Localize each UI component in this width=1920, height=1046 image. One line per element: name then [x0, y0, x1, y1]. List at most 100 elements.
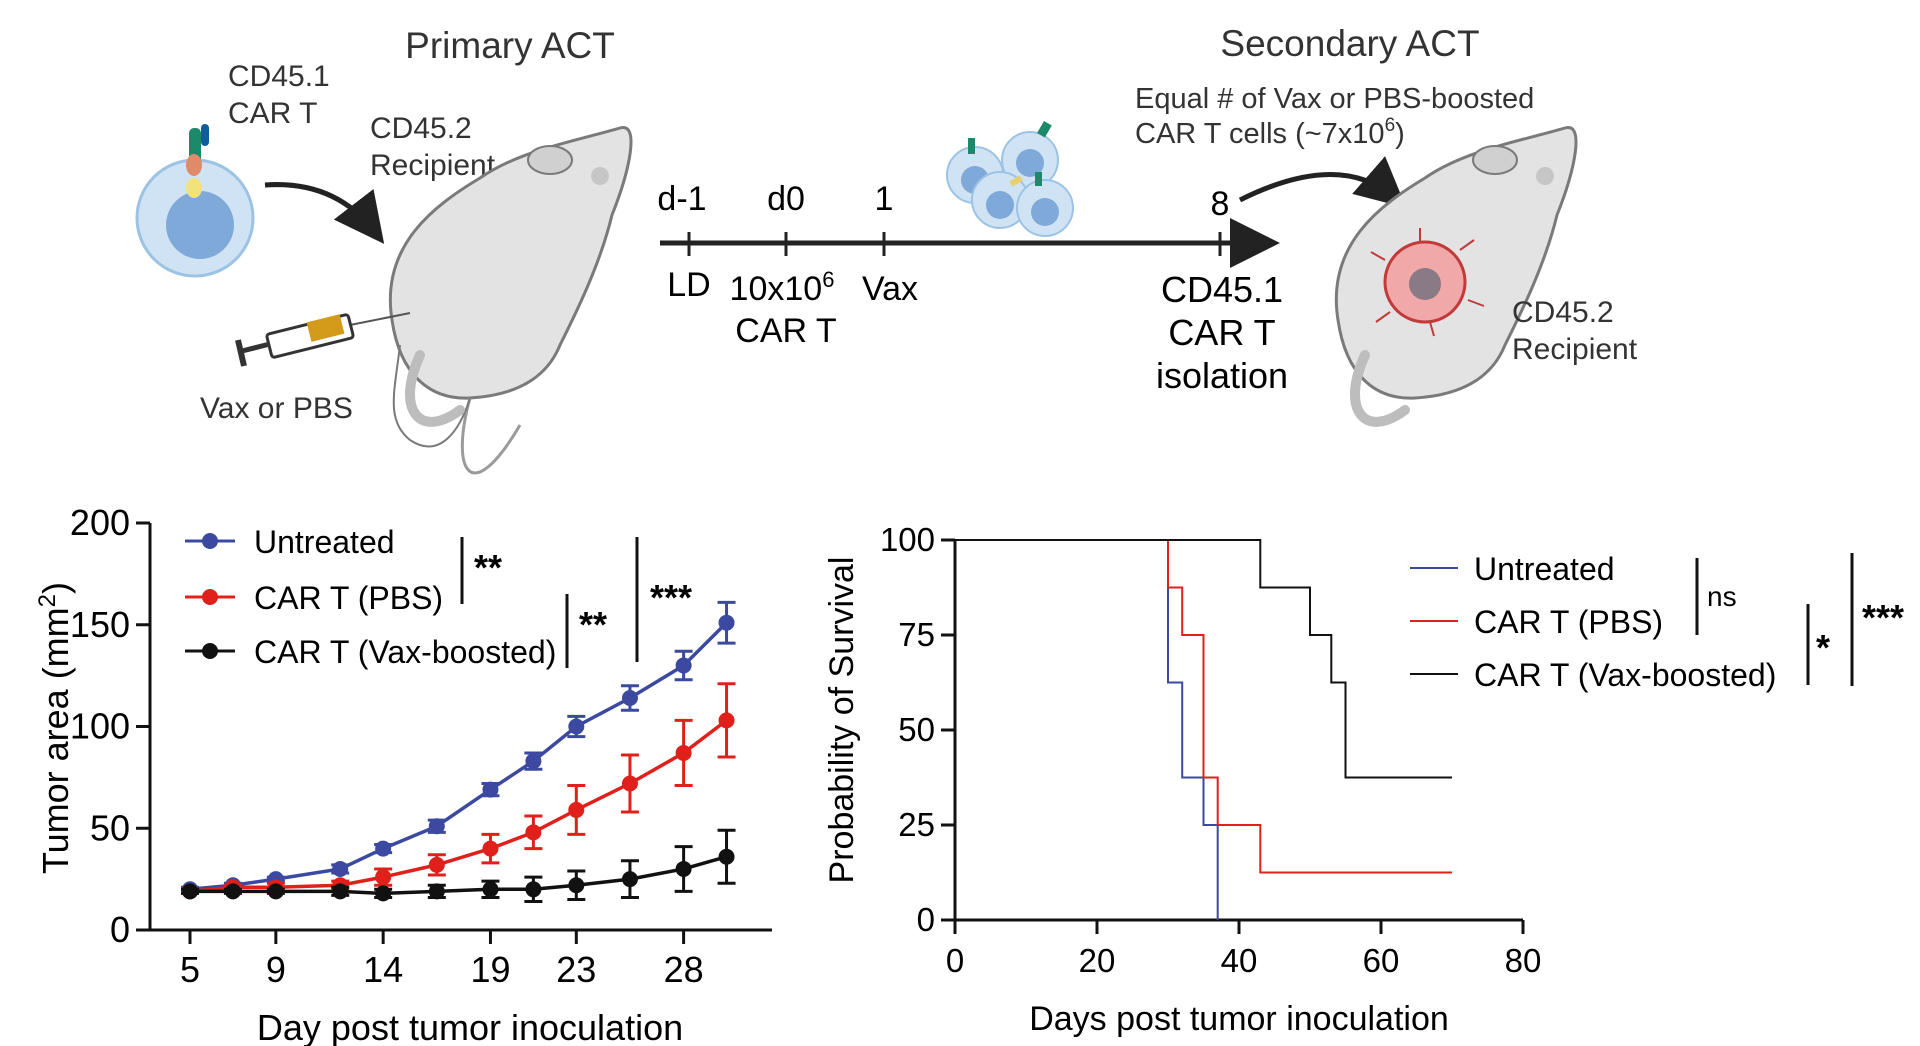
recipient1-label-line1: CD45.2 [370, 112, 472, 145]
legend-item-pbs: CAR T (PBS) [185, 580, 443, 616]
x-tick: 14 [363, 930, 403, 990]
data-point [568, 801, 585, 818]
y-tick: 0 [110, 909, 150, 950]
x-tick-label: 19 [470, 949, 510, 990]
data-point [568, 718, 585, 735]
sig-untreated-vs-pbs: ns [1707, 581, 1737, 612]
timeline-tick-1: 1 Vax [862, 180, 918, 308]
car-t-cell-icon [135, 124, 255, 278]
series-pbs [181, 682, 736, 900]
tumor-y-ticks: 0 50 100 150 200 [70, 502, 150, 950]
transfer-note-close: ) [1395, 118, 1405, 150]
timeline-tick-8: 8 CD45.1 CAR T isolation [1156, 185, 1288, 396]
data-point [375, 885, 392, 902]
transfer-arrow-1 [264, 182, 385, 244]
tumor-significance: ** ** *** [460, 537, 692, 668]
tumor-icon [1370, 228, 1485, 337]
primary-act-title: Primary ACT [405, 25, 615, 66]
survival-x-ticks: 0 20 40 60 80 [946, 920, 1541, 979]
car-t-cell-cluster-icon [946, 120, 1074, 237]
legend-label: CAR T (Vax-boosted) [1474, 657, 1776, 693]
timeline: d-1 LD d0 10x106 CAR T 1 Vax 8 CD45.1 CA… [657, 180, 1288, 396]
legend-item-vax: CAR T (Vax-boosted) [1410, 657, 1776, 693]
survival-y-ticks: 0 25 50 75 100 [880, 521, 955, 938]
data-point [621, 690, 638, 707]
x-tick-label: 14 [363, 949, 403, 990]
data-point [428, 818, 445, 835]
tumor-y-axis-label-sup: 2 [34, 594, 61, 607]
survival-legend: Untreated CAR T (PBS) CAR T (Vax-boosted… [1410, 551, 1776, 693]
data-point [621, 871, 638, 888]
timeline-tick-sub: 10x106 [730, 267, 835, 308]
timeline-tick-label: 1 [875, 180, 894, 218]
recipient2-label-line1: CD45.2 [1512, 296, 1614, 329]
transfer-note-line2: CAR T cells (~7x106) [1135, 115, 1405, 150]
data-point [675, 657, 692, 674]
legend-label: CAR T (Vax-boosted) [254, 634, 556, 670]
y-tick: 25 [898, 806, 955, 843]
data-point [332, 883, 349, 900]
timeline-tick-label: d-1 [657, 180, 706, 218]
tumor-growth-chart: 0 50 100 150 200 5 9 14 19 23 28 Day post tumor i… [34, 502, 772, 1046]
tumor-y-axis-label-close: ) [35, 582, 76, 594]
y-tick-label: 200 [70, 502, 130, 543]
survival-series-pbs [955, 539, 1452, 874]
data-point [224, 883, 241, 900]
x-tick: 28 [664, 930, 704, 990]
legend-label: Untreated [254, 524, 395, 560]
y-tick-label: 150 [70, 604, 130, 645]
data-point [332, 860, 349, 877]
x-tick: 5 [180, 930, 200, 990]
x-tick: 80 [1505, 920, 1541, 979]
y-tick: 200 [70, 502, 150, 543]
data-point [718, 614, 735, 631]
y-tick-label: 75 [898, 616, 935, 653]
timeline-tick-sub: CD45.1 [1161, 269, 1283, 310]
legend-marker [202, 533, 218, 549]
y-tick: 50 [90, 807, 150, 848]
x-tick: 60 [1363, 920, 1399, 979]
sig-untreated-vs-vax: *** [1862, 597, 1904, 638]
x-tick: 19 [470, 930, 510, 990]
tumor-series [181, 600, 736, 904]
legend-label: Untreated [1474, 551, 1615, 587]
y-tick-label: 0 [110, 909, 130, 950]
timeline-tick-sub: Vax [862, 270, 918, 308]
x-tick-label: 23 [556, 949, 596, 990]
tumor-y-axis-label-base: Tumor area (mm [35, 607, 76, 874]
tumor-legend: Untreated CAR T (PBS) CAR T (Vax-boosted… [185, 524, 556, 670]
data-point [267, 883, 284, 900]
data-point [428, 883, 445, 900]
x-tick: 40 [1221, 920, 1257, 979]
recipient2-label-line2: Recipient [1512, 333, 1638, 366]
donor-label-line2: CAR T [228, 97, 317, 130]
data-point [568, 877, 585, 894]
sig-untreated-vs-pbs: ** [474, 547, 502, 588]
transfer-arrow-2 [1238, 156, 1407, 208]
y-tick: 150 [70, 604, 150, 645]
y-tick: 75 [898, 616, 955, 653]
survival-x-axis-label: Days post tumor inoculation [1029, 1000, 1449, 1038]
timeline-tick-sub-line3: isolation [1156, 355, 1288, 396]
survival-series-untreated [955, 539, 1219, 920]
y-tick: 100 [70, 706, 150, 747]
data-point [482, 881, 499, 898]
sig-pbs-vs-vax: * [1816, 627, 1830, 668]
y-tick: 100 [880, 521, 955, 558]
legend-item-pbs: CAR T (PBS) [1410, 604, 1663, 640]
recipient1-label-line2: Recipient [370, 149, 496, 182]
legend-marker [202, 643, 218, 659]
recipient-mouse-icon-2 [1334, 126, 1578, 427]
transfer-note-sup: 6 [1385, 115, 1396, 136]
legend-marker [202, 589, 218, 605]
x-tick: 0 [946, 920, 964, 979]
y-tick-label: 100 [880, 521, 935, 558]
tumor-x-ticks: 5 9 14 19 23 28 [180, 930, 704, 990]
y-tick-label: 100 [70, 706, 130, 747]
data-point [675, 744, 692, 761]
x-tick-label: 5 [180, 949, 200, 990]
legend-item-untreated: Untreated [1410, 551, 1615, 587]
timeline-tick-sub-line2: CAR T [735, 312, 836, 350]
y-tick: 50 [898, 711, 955, 748]
